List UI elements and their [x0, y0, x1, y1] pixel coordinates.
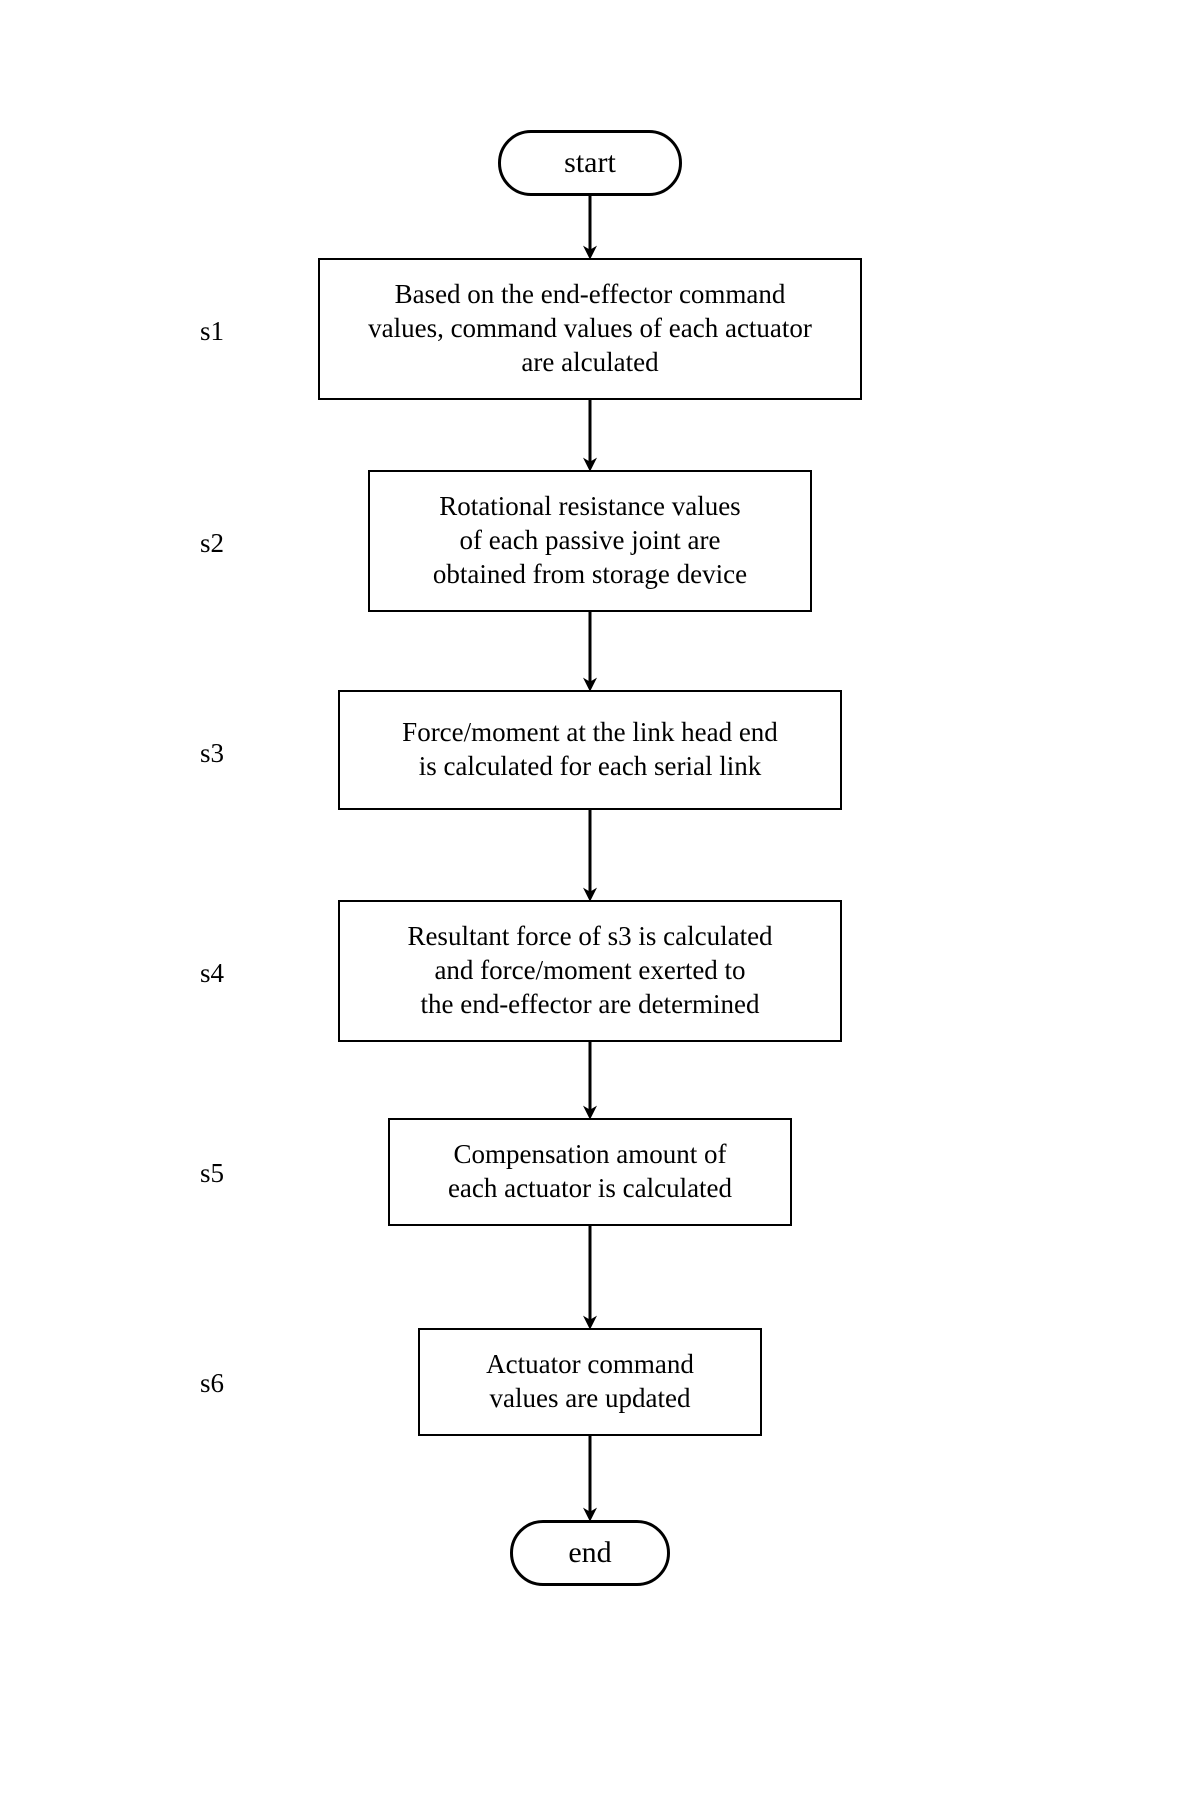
flowchart-canvas: start Based on the end-effector commandva… [0, 0, 1180, 1797]
flowchart-node-s3: Force/moment at the link head endis calc… [338, 690, 842, 810]
flowchart-node-text: Rotational resistance valuesof each pass… [433, 490, 747, 591]
step-label-s4: s4 [200, 958, 224, 989]
flowchart-node-text: Force/moment at the link head endis calc… [402, 716, 778, 784]
flowchart-node-s5: Compensation amount ofeach actuator is c… [388, 1118, 792, 1226]
flowchart-node-text: start [564, 144, 616, 182]
flowchart-node-text: Actuator commandvalues are updated [486, 1348, 694, 1416]
flowchart-node-s1: Based on the end-effector commandvalues,… [318, 258, 862, 400]
flowchart-node-end: end [510, 1520, 670, 1586]
flowchart-node-text: Compensation amount ofeach actuator is c… [448, 1138, 732, 1206]
step-label-s6: s6 [200, 1368, 224, 1399]
flowchart-node-text: Resultant force of s3 is calculatedand f… [407, 920, 772, 1021]
flowchart-node-start: start [498, 130, 682, 196]
step-label-s2: s2 [200, 528, 224, 559]
flowchart-node-text: end [568, 1534, 611, 1572]
step-label-s5: s5 [200, 1158, 224, 1189]
step-label-s3: s3 [200, 738, 224, 769]
flowchart-node-s2: Rotational resistance valuesof each pass… [368, 470, 812, 612]
step-label-s1: s1 [200, 316, 224, 347]
flowchart-node-s6: Actuator commandvalues are updated [418, 1328, 762, 1436]
flowchart-node-text: Based on the end-effector commandvalues,… [368, 278, 812, 379]
flowchart-node-s4: Resultant force of s3 is calculatedand f… [338, 900, 842, 1042]
